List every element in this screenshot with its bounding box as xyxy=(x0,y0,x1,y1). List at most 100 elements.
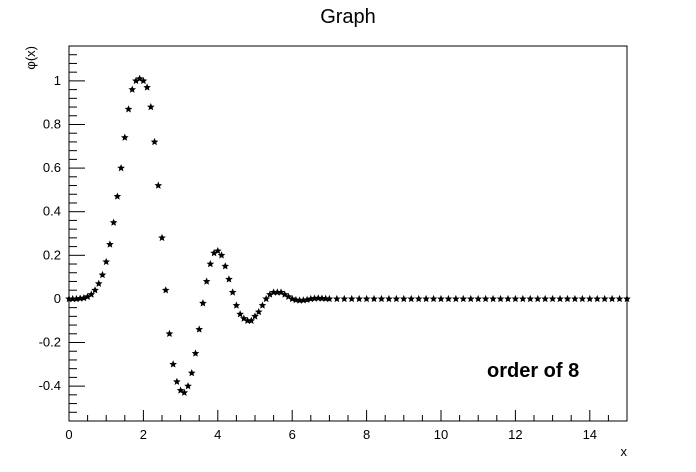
data-point xyxy=(474,294,482,303)
data-point xyxy=(91,286,99,294)
data-point xyxy=(143,83,151,91)
x-axis: 0 2 4 6 8 10 12 14 xyxy=(65,410,628,442)
annotation-label: order of 8 xyxy=(487,360,579,382)
data-point xyxy=(400,294,408,303)
data-point xyxy=(210,249,218,257)
x-tick-label: 2 xyxy=(140,427,147,442)
y-tick-label: 0.8 xyxy=(43,116,61,131)
data-point xyxy=(444,294,453,303)
data-point xyxy=(541,294,549,303)
data-point xyxy=(217,251,226,259)
data-point xyxy=(139,76,148,85)
data-point xyxy=(199,299,207,307)
data-point xyxy=(187,369,196,377)
data-point xyxy=(214,246,222,255)
data-point xyxy=(422,294,430,303)
x-tick-label: 10 xyxy=(434,427,448,442)
data-point xyxy=(452,294,460,303)
data-point xyxy=(251,312,259,320)
y-tick-label: -0.4 xyxy=(39,378,61,393)
data-point xyxy=(526,294,535,303)
data-point xyxy=(206,260,215,268)
data-point xyxy=(600,294,609,303)
x-axis-label: x xyxy=(621,444,628,459)
data-point xyxy=(370,294,378,303)
data-point xyxy=(511,294,520,303)
data-point xyxy=(563,294,572,303)
data-point xyxy=(292,296,300,304)
data-point xyxy=(117,164,125,172)
y-tick-label: 0.4 xyxy=(43,204,61,219)
data-point xyxy=(83,292,92,300)
data-point xyxy=(221,262,230,270)
x-tick-label: 12 xyxy=(508,427,522,442)
data-point xyxy=(225,275,233,283)
data-point xyxy=(102,257,110,266)
y-axis: -0.4 -0.2 0 0.2 0.4 0.6 0.8 1 xyxy=(39,45,85,422)
data-point xyxy=(202,277,211,285)
data-point xyxy=(258,301,267,309)
data-point xyxy=(124,105,133,113)
data-point xyxy=(437,294,445,303)
data-point xyxy=(496,294,505,303)
data-point xyxy=(489,294,497,303)
x-tick-label: 4 xyxy=(214,427,221,442)
data-point xyxy=(106,240,114,248)
data-point xyxy=(377,294,386,303)
y-tick-label: 0.6 xyxy=(43,160,61,175)
data-point xyxy=(228,288,237,296)
data-point xyxy=(608,294,616,303)
data-point xyxy=(262,294,270,303)
data-point xyxy=(180,388,189,396)
data-point xyxy=(247,316,256,324)
data-point xyxy=(87,290,96,298)
data-point xyxy=(121,133,129,141)
data-point xyxy=(150,137,159,146)
data-point xyxy=(191,349,200,357)
data-point xyxy=(98,270,107,279)
data-point xyxy=(556,294,564,303)
x-tick-label: 8 xyxy=(363,427,370,442)
data-point xyxy=(113,192,122,200)
data-point xyxy=(169,360,177,368)
data-point xyxy=(347,294,356,303)
data-point xyxy=(147,103,155,111)
y-tick-label: -0.2 xyxy=(39,335,61,350)
data-point xyxy=(173,377,181,385)
x-tick-label: 0 xyxy=(65,427,72,442)
data-point xyxy=(254,307,263,316)
data-point xyxy=(232,301,241,309)
data-point xyxy=(593,294,602,303)
data-point xyxy=(333,294,341,303)
data-point xyxy=(481,294,490,303)
data-point xyxy=(533,294,542,303)
data-point xyxy=(128,85,137,93)
data-points xyxy=(65,74,631,396)
data-point xyxy=(414,294,423,303)
data-point xyxy=(94,279,103,287)
data-point xyxy=(623,294,631,303)
data-point xyxy=(407,294,416,303)
y-tick-label: 1 xyxy=(54,73,61,88)
data-point xyxy=(154,181,163,189)
data-point xyxy=(586,294,594,303)
x-tick-label: 14 xyxy=(583,427,597,442)
data-point xyxy=(459,294,468,303)
data-point xyxy=(195,325,203,333)
data-point xyxy=(325,294,334,303)
data-point xyxy=(392,294,401,303)
data-point xyxy=(578,294,587,303)
x-tick-label: 6 xyxy=(289,427,296,442)
data-point xyxy=(519,294,527,303)
data-point xyxy=(184,382,192,390)
data-point xyxy=(571,294,579,303)
data-point xyxy=(158,233,166,242)
data-point xyxy=(385,294,393,303)
data-point xyxy=(161,286,170,294)
data-point xyxy=(165,329,174,338)
data-point xyxy=(548,294,557,303)
data-point xyxy=(109,218,118,226)
data-point xyxy=(340,294,349,303)
